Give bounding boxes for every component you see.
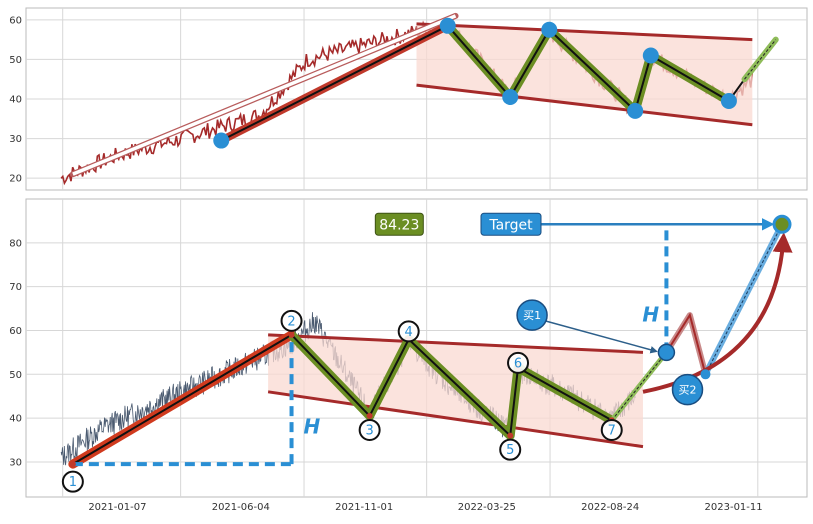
top-pivot-marker [213, 132, 230, 149]
top-trend-arrow-body [72, 14, 457, 176]
target-value-badge [374, 212, 424, 236]
x-tick-label: 2021-06-04 [212, 502, 270, 513]
bottom-y-tick-label: 80 [9, 238, 22, 249]
pivot-number-label: 1 [69, 475, 77, 490]
x-tick-label: 2021-11-01 [335, 502, 393, 513]
top-channel-lower [416, 83, 753, 127]
bottom-channel-fill [268, 334, 643, 447]
pivot-number-circle [61, 470, 84, 493]
breakout-dash [611, 352, 667, 421]
bottom-y-tick-label: 30 [9, 457, 22, 468]
pivot-number-circle [397, 320, 420, 343]
top-pivot-marker [642, 47, 659, 64]
h-measure-1-label: H [304, 414, 321, 438]
top-pivot-marker [720, 92, 737, 109]
buy-1-marker [657, 343, 676, 362]
buy-1-label: 买1 [523, 309, 541, 322]
top-pivot-marker [439, 17, 456, 34]
pivot-dot [69, 461, 76, 468]
top-pivot-marker [502, 89, 519, 106]
pivot-number-label: 5 [506, 443, 514, 458]
top-impulse-leg-core [220, 24, 449, 142]
pivot-number-label: 4 [405, 325, 413, 340]
target-projection-dash [705, 224, 783, 375]
top-y-tick-label: 40 [9, 95, 22, 106]
h-measure-2-label: H [642, 303, 659, 327]
top-channel-upper [416, 22, 753, 42]
pivot-number-circle [600, 418, 623, 441]
target-label-badge [480, 212, 542, 236]
top-y-tick-label: 50 [9, 55, 22, 66]
pivot-number-label: 7 [608, 423, 616, 438]
top-channel-fill [416, 23, 753, 125]
top-pivot-marker [541, 21, 558, 38]
pivot-number-circle [280, 309, 303, 332]
target-label-text: Target [488, 217, 533, 233]
bottom-y-tick-label: 70 [9, 282, 22, 293]
target-value-text: 84.23 [379, 217, 419, 233]
bottom-y-tick-label: 40 [9, 414, 22, 425]
top-y-tick-label: 60 [9, 15, 22, 26]
pullback-line [665, 312, 707, 375]
pivot-dot [507, 432, 514, 439]
top-y-tick-label: 20 [9, 174, 22, 185]
top-pivot-marker [627, 102, 644, 119]
bottom-channel-upper [268, 333, 644, 354]
bottom-channel-lower [267, 390, 644, 449]
x-tick-label: 2022-03-25 [458, 502, 516, 513]
bottom-impulse-leg-core [72, 333, 293, 465]
x-tick-label: 2022-08-24 [581, 502, 639, 513]
top-zigzag-line [446, 25, 730, 113]
pivot-number-label: 3 [365, 423, 373, 438]
buy-2-callout [671, 373, 704, 406]
top-y-tick-label: 30 [9, 134, 22, 145]
bottom-zigzag-line [290, 334, 613, 438]
bottom-y-tick-label: 60 [9, 326, 22, 337]
x-tick-label: 2021-01-07 [88, 502, 146, 513]
buy-2-marker [700, 369, 711, 380]
pivot-number-label: 6 [514, 356, 522, 371]
pivot-dot [366, 412, 373, 419]
top-projection-dash [744, 39, 777, 80]
pivot-number-label: 2 [287, 314, 295, 329]
buy-1-callout [516, 299, 548, 331]
buy-2-label: 买2 [679, 384, 697, 397]
pivot-number-circle [499, 438, 522, 461]
pivot-number-circle [358, 418, 381, 441]
x-tick-label: 2023-01-11 [705, 502, 763, 513]
pivot-dot [288, 331, 295, 338]
bottom-y-tick-label: 50 [9, 370, 22, 381]
buy-1-callout-line [545, 320, 658, 354]
target-point-marker [772, 214, 792, 234]
pivot-number-circle [507, 351, 530, 374]
